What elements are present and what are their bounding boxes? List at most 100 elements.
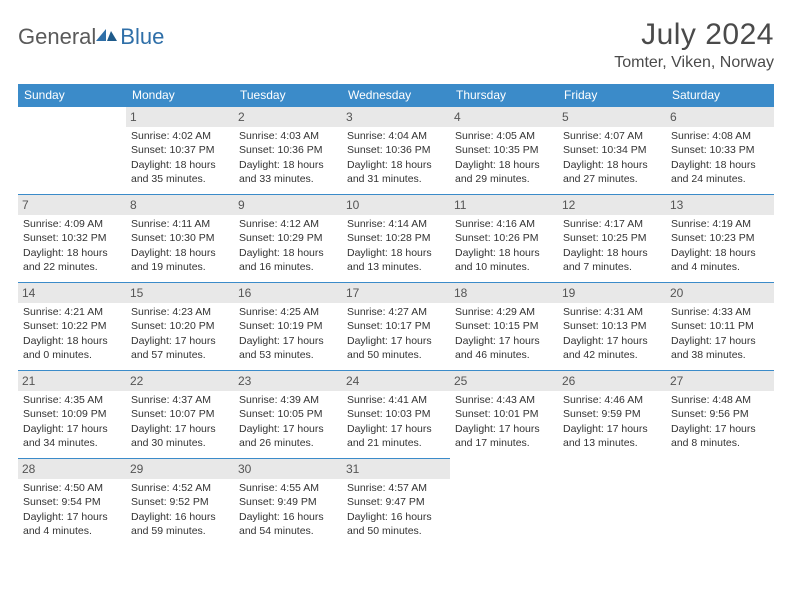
sunrise-line: Sunrise: 4:37 AM [131, 393, 229, 407]
weekday-header: Thursday [450, 84, 558, 107]
day-number: 20 [666, 283, 774, 303]
sunset-line: Sunset: 10:22 PM [23, 319, 121, 333]
daylight-line: Daylight: 18 hours and 29 minutes. [455, 158, 553, 186]
sunset-line: Sunset: 10:19 PM [239, 319, 337, 333]
daylight-line: Daylight: 17 hours and 8 minutes. [671, 422, 769, 450]
page-header: General Blue July 2024 Tomter, Viken, No… [18, 18, 774, 72]
sunrise-line: Sunrise: 4:21 AM [23, 305, 121, 319]
sunrise-line: Sunrise: 4:12 AM [239, 217, 337, 231]
daylight-line: Daylight: 16 hours and 54 minutes. [239, 510, 337, 538]
day-number: 18 [450, 283, 558, 303]
brand-logo: General Blue [18, 18, 164, 50]
sunset-line: Sunset: 10:33 PM [671, 143, 769, 157]
sunset-line: Sunset: 10:20 PM [131, 319, 229, 333]
day-number: 29 [126, 459, 234, 479]
calendar-day-cell: 12Sunrise: 4:17 AMSunset: 10:25 PMDaylig… [558, 195, 666, 283]
calendar-week-row: 14Sunrise: 4:21 AMSunset: 10:22 PMDaylig… [18, 283, 774, 371]
sunrise-line: Sunrise: 4:33 AM [671, 305, 769, 319]
daylight-line: Daylight: 17 hours and 17 minutes. [455, 422, 553, 450]
sunrise-line: Sunrise: 4:43 AM [455, 393, 553, 407]
day-number: 28 [18, 459, 126, 479]
daylight-line: Daylight: 17 hours and 50 minutes. [347, 334, 445, 362]
calendar-day-cell: 29Sunrise: 4:52 AMSunset: 9:52 PMDayligh… [126, 459, 234, 547]
sunset-line: Sunset: 10:13 PM [563, 319, 661, 333]
weekday-header: Sunday [18, 84, 126, 107]
daylight-line: Daylight: 17 hours and 4 minutes. [23, 510, 121, 538]
day-number: 21 [18, 371, 126, 391]
sunrise-line: Sunrise: 4:57 AM [347, 481, 445, 495]
sunset-line: Sunset: 10:30 PM [131, 231, 229, 245]
brand-flag-icon [96, 23, 118, 48]
calendar-day-cell: 17Sunrise: 4:27 AMSunset: 10:17 PMDaylig… [342, 283, 450, 371]
sunrise-line: Sunrise: 4:52 AM [131, 481, 229, 495]
sunset-line: Sunset: 10:28 PM [347, 231, 445, 245]
sunrise-line: Sunrise: 4:11 AM [131, 217, 229, 231]
weekday-row: SundayMondayTuesdayWednesdayThursdayFrid… [18, 84, 774, 107]
calendar-week-row: 28Sunrise: 4:50 AMSunset: 9:54 PMDayligh… [18, 459, 774, 547]
sunrise-line: Sunrise: 4:02 AM [131, 129, 229, 143]
sunrise-line: Sunrise: 4:14 AM [347, 217, 445, 231]
sunset-line: Sunset: 9:59 PM [563, 407, 661, 421]
sunrise-line: Sunrise: 4:55 AM [239, 481, 337, 495]
daylight-line: Daylight: 17 hours and 42 minutes. [563, 334, 661, 362]
sunset-line: Sunset: 10:09 PM [23, 407, 121, 421]
daylight-line: Daylight: 18 hours and 24 minutes. [671, 158, 769, 186]
calendar-day-cell: 10Sunrise: 4:14 AMSunset: 10:28 PMDaylig… [342, 195, 450, 283]
calendar-day-cell: 22Sunrise: 4:37 AMSunset: 10:07 PMDaylig… [126, 371, 234, 459]
calendar-day-cell: 13Sunrise: 4:19 AMSunset: 10:23 PMDaylig… [666, 195, 774, 283]
sunset-line: Sunset: 10:32 PM [23, 231, 121, 245]
daylight-line: Daylight: 17 hours and 30 minutes. [131, 422, 229, 450]
calendar-day-cell: 4Sunrise: 4:05 AMSunset: 10:35 PMDayligh… [450, 107, 558, 195]
daylight-line: Daylight: 16 hours and 59 minutes. [131, 510, 229, 538]
sunrise-line: Sunrise: 4:19 AM [671, 217, 769, 231]
sunset-line: Sunset: 10:03 PM [347, 407, 445, 421]
daylight-line: Daylight: 17 hours and 26 minutes. [239, 422, 337, 450]
calendar-day-cell [558, 459, 666, 547]
sunset-line: Sunset: 10:23 PM [671, 231, 769, 245]
sunset-line: Sunset: 10:35 PM [455, 143, 553, 157]
daylight-line: Daylight: 17 hours and 57 minutes. [131, 334, 229, 362]
daylight-line: Daylight: 18 hours and 16 minutes. [239, 246, 337, 274]
calendar-day-cell: 27Sunrise: 4:48 AMSunset: 9:56 PMDayligh… [666, 371, 774, 459]
page-subtitle: Tomter, Viken, Norway [614, 54, 774, 72]
day-number: 30 [234, 459, 342, 479]
day-number: 15 [126, 283, 234, 303]
sunset-line: Sunset: 10:26 PM [455, 231, 553, 245]
daylight-line: Daylight: 18 hours and 4 minutes. [671, 246, 769, 274]
calendar-day-cell: 8 Sunrise: 4:11 AMSunset: 10:30 PMDayligh… [126, 195, 234, 283]
calendar-day-cell: 25Sunrise: 4:43 AMSunset: 10:01 PMDaylig… [450, 371, 558, 459]
calendar-week-row: 21Sunrise: 4:35 AMSunset: 10:09 PMDaylig… [18, 371, 774, 459]
daylight-line: Daylight: 18 hours and 19 minutes. [131, 246, 229, 274]
sunrise-line: Sunrise: 4:50 AM [23, 481, 121, 495]
sunset-line: Sunset: 10:11 PM [671, 319, 769, 333]
daylight-line: Daylight: 18 hours and 0 minutes. [23, 334, 121, 362]
sunset-line: Sunset: 10:15 PM [455, 319, 553, 333]
day-number: 8 [126, 195, 234, 215]
calendar-day-cell: 23Sunrise: 4:39 AMSunset: 10:05 PMDaylig… [234, 371, 342, 459]
calendar-day-cell: 19Sunrise: 4:31 AMSunset: 10:13 PMDaylig… [558, 283, 666, 371]
day-number: 27 [666, 371, 774, 391]
sunrise-line: Sunrise: 4:04 AM [347, 129, 445, 143]
day-number: 16 [234, 283, 342, 303]
sunset-line: Sunset: 10:25 PM [563, 231, 661, 245]
sunset-line: Sunset: 10:05 PM [239, 407, 337, 421]
day-number: 17 [342, 283, 450, 303]
sunset-line: Sunset: 9:54 PM [23, 495, 121, 509]
day-number: 26 [558, 371, 666, 391]
calendar-day-cell: 7Sunrise: 4:09 AMSunset: 10:32 PMDayligh… [18, 195, 126, 283]
day-number: 19 [558, 283, 666, 303]
daylight-line: Daylight: 18 hours and 31 minutes. [347, 158, 445, 186]
calendar-day-cell: 20 Sunrise: 4:33 AMSunset: 10:11 PMDaylig… [666, 283, 774, 371]
daylight-line: Daylight: 17 hours and 38 minutes. [671, 334, 769, 362]
calendar-day-cell: 30Sunrise: 4:55 AMSunset: 9:49 PMDayligh… [234, 459, 342, 547]
daylight-line: Daylight: 18 hours and 22 minutes. [23, 246, 121, 274]
calendar-day-cell: 5Sunrise: 4:07 AMSunset: 10:34 PMDayligh… [558, 107, 666, 195]
day-number: 25 [450, 371, 558, 391]
calendar-week-row: 1Sunrise: 4:02 AMSunset: 10:37 PMDayligh… [18, 107, 774, 195]
weekday-header: Monday [126, 84, 234, 107]
sunset-line: Sunset: 10:29 PM [239, 231, 337, 245]
calendar-day-cell [666, 459, 774, 547]
brand-part2: Blue [120, 24, 164, 50]
weekday-header: Saturday [666, 84, 774, 107]
daylight-line: Daylight: 18 hours and 35 minutes. [131, 158, 229, 186]
